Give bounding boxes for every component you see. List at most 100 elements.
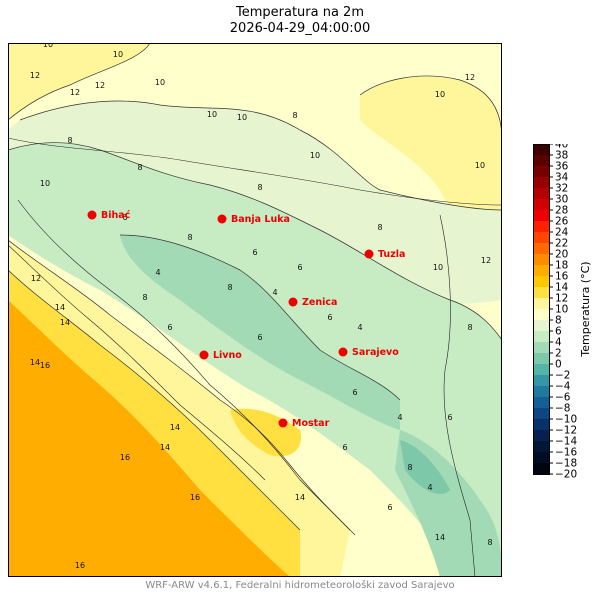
colorbar-tick-label: 40: [555, 144, 568, 151]
colorbar-tick-label: 34: [555, 172, 569, 184]
contour-label: 4: [397, 413, 402, 422]
contour-label: 16: [190, 493, 200, 502]
colorbar-segment: [533, 243, 550, 255]
colorbar-tick-label: 38: [555, 150, 568, 162]
colorbar-tick-label: 16: [555, 271, 569, 283]
contour-label: 6: [327, 313, 332, 322]
colorbar-segment: [533, 221, 550, 233]
contour-label: 8: [137, 163, 142, 172]
city-marker: Bihać: [87, 210, 131, 221]
contour-label: 6: [447, 413, 452, 422]
colorbar-tick-label: 20: [555, 249, 568, 261]
colorbar-segment: [533, 199, 550, 211]
colorbar-segment: [533, 144, 550, 156]
contour-label: 4: [427, 483, 432, 492]
colorbar-tick-label: −12: [555, 425, 577, 437]
colorbar: 4038363432302826242220181614121086420−2−…: [533, 144, 592, 481]
colorbar-segment: [533, 254, 550, 266]
contour-label: 10: [207, 110, 217, 119]
contour-label: 10: [435, 90, 445, 99]
city-label: Banja Luka: [231, 214, 290, 225]
contour-label: 4: [272, 288, 277, 297]
colorbar-tick-label: 18: [555, 260, 568, 272]
colorbar-tick-label: 24: [555, 227, 569, 239]
colorbar-segment: [533, 287, 550, 299]
contour-label: 14: [295, 493, 305, 502]
contour-label: 14: [60, 318, 70, 327]
map-frame: [8, 43, 502, 577]
colorbar-tick-label: −4: [555, 381, 571, 393]
city-label: Sarajevo: [352, 347, 399, 358]
colorbar-tick-label: 4: [555, 337, 562, 349]
contour-label: 10: [43, 43, 53, 49]
contour-label: 14: [435, 533, 445, 542]
colorbar-segment: [533, 188, 550, 200]
contour-label: 4: [155, 268, 160, 277]
contour-label: 8: [487, 538, 492, 547]
colorbar-segment: [533, 452, 550, 464]
colorbar-segment: [533, 166, 550, 178]
colorbar-tick-label: 22: [555, 238, 568, 250]
colorbar-tick-label: 8: [555, 315, 562, 327]
contour-label: 8: [227, 283, 232, 292]
contour-label: 16: [120, 453, 130, 462]
contour-label: 8: [467, 323, 472, 332]
colorbar-segment: [533, 342, 550, 354]
temp-band-4-6: [120, 235, 400, 430]
map-subtitle: 2026-04-29_04:00:00: [229, 21, 371, 36]
temp-band-12-14-north: [8, 43, 150, 120]
colorbar-segment: [533, 210, 550, 222]
colorbar-tick-label: −20: [555, 469, 577, 481]
contour-label: 6: [387, 503, 392, 512]
colorbar-tick-label: 6: [555, 326, 562, 338]
colorbar-tick-label: −2: [555, 370, 570, 382]
contour-label: 6: [252, 248, 257, 257]
contour-label: 12: [481, 256, 491, 265]
colorbar-tick-label: −8: [555, 403, 570, 415]
contour-label: 14: [30, 358, 40, 367]
city-dot: [338, 347, 348, 357]
colorbar-tick-label: −10: [555, 414, 577, 426]
contour-label: 12: [30, 71, 40, 80]
colorbar-tick-label: −16: [555, 447, 577, 459]
contour-label: 12: [95, 81, 105, 90]
city-marker: Mostar: [278, 418, 330, 429]
city-label: Bihać: [101, 210, 131, 221]
border-line-north: [8, 137, 502, 206]
colorbar-tick-label: 10: [555, 304, 568, 316]
colorbar-segment: [533, 298, 550, 310]
city-marker: Tuzla: [364, 249, 405, 260]
colorbar-tick-label: 32: [555, 183, 568, 195]
contour-label: 8: [407, 463, 412, 472]
contour-label: 12: [70, 88, 80, 97]
contour-label: 8: [67, 136, 72, 145]
city-marker: Zenica: [288, 297, 337, 308]
contour-label: 14: [55, 303, 65, 312]
contour-label: 10: [40, 179, 50, 188]
colorbar-segment: [533, 463, 550, 475]
contour-label: 8: [142, 293, 147, 302]
contour-line-12-north: [8, 43, 151, 121]
colorbar-tick-label: 2: [555, 348, 562, 360]
city-marker: Livno: [199, 350, 242, 361]
temp-band-12-14-ne: [360, 75, 502, 250]
contour-label: 8: [187, 233, 192, 242]
colorbar-tick-label: 30: [555, 194, 568, 206]
contour-label: 8: [292, 111, 297, 120]
colorbar-tick-label: −6: [555, 392, 571, 404]
contour-label: 8: [257, 183, 262, 192]
colorbar-tick-label: 14: [555, 282, 569, 294]
colorbar-tick-label: 0: [555, 359, 562, 371]
colorbar-segment: [533, 309, 550, 321]
city-dot: [217, 214, 227, 224]
contour-line-12-ne: [359, 75, 502, 141]
contour-label: 10: [155, 78, 165, 87]
colorbar-segment: [533, 397, 550, 409]
credit-text: WRF-ARW v4.6.1, Federalni hidrometeorolo…: [145, 580, 455, 591]
colorbar-segment: [533, 177, 550, 189]
city-dot: [364, 249, 374, 259]
colorbar-segment: [533, 276, 550, 288]
colorbar-segment: [533, 419, 550, 431]
map-title: Temperatura na 2m: [235, 5, 364, 20]
contour-label: 10: [310, 151, 320, 160]
